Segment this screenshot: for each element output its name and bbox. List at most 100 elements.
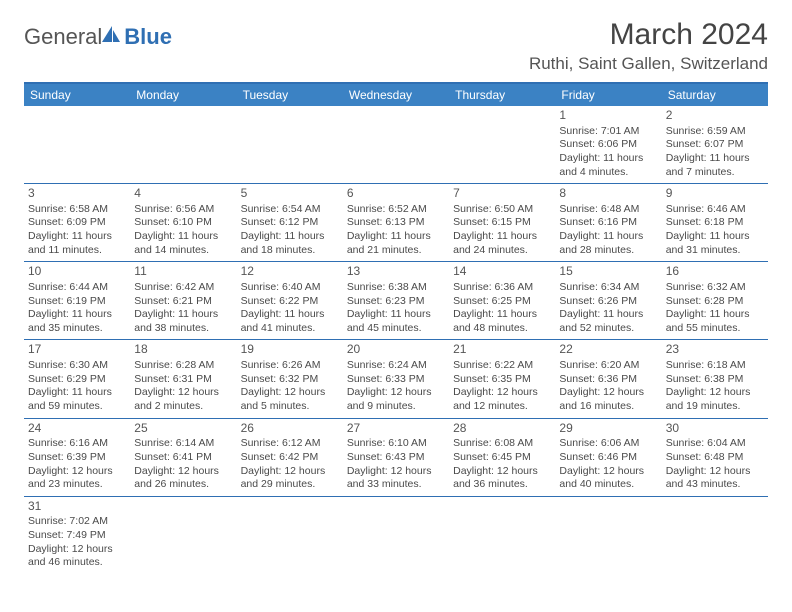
daylight-text: Daylight: 11 hours and 28 minutes.	[559, 230, 657, 257]
day-number: 30	[666, 421, 764, 437]
day-cell: 1Sunrise: 7:01 AMSunset: 6:06 PMDaylight…	[555, 106, 661, 183]
day-cell: 21Sunrise: 6:22 AMSunset: 6:35 PMDayligh…	[449, 340, 555, 417]
day-cell: 3Sunrise: 6:58 AMSunset: 6:09 PMDaylight…	[24, 184, 130, 261]
sunset-text: Sunset: 6:35 PM	[453, 373, 551, 387]
sunset-text: Sunset: 6:41 PM	[134, 451, 232, 465]
sunrise-text: Sunrise: 7:01 AM	[559, 125, 657, 139]
day-cell: 27Sunrise: 6:10 AMSunset: 6:43 PMDayligh…	[343, 419, 449, 496]
sunrise-text: Sunrise: 6:26 AM	[241, 359, 339, 373]
sunset-text: Sunset: 6:09 PM	[28, 216, 126, 230]
sunset-text: Sunset: 7:49 PM	[28, 529, 126, 543]
sunset-text: Sunset: 6:48 PM	[666, 451, 764, 465]
day-cell: 28Sunrise: 6:08 AMSunset: 6:45 PMDayligh…	[449, 419, 555, 496]
day-cell: 24Sunrise: 6:16 AMSunset: 6:39 PMDayligh…	[24, 419, 130, 496]
sunset-text: Sunset: 6:36 PM	[559, 373, 657, 387]
day-cell: 18Sunrise: 6:28 AMSunset: 6:31 PMDayligh…	[130, 340, 236, 417]
day-number: 9	[666, 186, 764, 202]
day-number: 21	[453, 342, 551, 358]
day-number: 1	[559, 108, 657, 124]
sunrise-text: Sunrise: 6:44 AM	[28, 281, 126, 295]
day-cell: 15Sunrise: 6:34 AMSunset: 6:26 PMDayligh…	[555, 262, 661, 339]
daylight-text: Daylight: 11 hours and 52 minutes.	[559, 308, 657, 335]
sunset-text: Sunset: 6:12 PM	[241, 216, 339, 230]
daylight-text: Daylight: 11 hours and 11 minutes.	[28, 230, 126, 257]
sunrise-text: Sunrise: 6:06 AM	[559, 437, 657, 451]
day-number: 11	[134, 264, 232, 280]
daylight-text: Daylight: 11 hours and 35 minutes.	[28, 308, 126, 335]
dow-friday: Friday	[555, 84, 661, 106]
daylight-text: Daylight: 12 hours and 16 minutes.	[559, 386, 657, 413]
dow-sunday: Sunday	[24, 84, 130, 106]
sunrise-text: Sunrise: 6:48 AM	[559, 203, 657, 217]
day-number: 31	[28, 499, 126, 515]
daylight-text: Daylight: 11 hours and 24 minutes.	[453, 230, 551, 257]
dow-wednesday: Wednesday	[343, 84, 449, 106]
daylight-text: Daylight: 12 hours and 36 minutes.	[453, 465, 551, 492]
daylight-text: Daylight: 11 hours and 4 minutes.	[559, 152, 657, 179]
sunset-text: Sunset: 6:29 PM	[28, 373, 126, 387]
day-number: 7	[453, 186, 551, 202]
daylight-text: Daylight: 12 hours and 40 minutes.	[559, 465, 657, 492]
sunset-text: Sunset: 6:19 PM	[28, 295, 126, 309]
day-cell: 20Sunrise: 6:24 AMSunset: 6:33 PMDayligh…	[343, 340, 449, 417]
sunrise-text: Sunrise: 6:40 AM	[241, 281, 339, 295]
sunset-text: Sunset: 6:06 PM	[559, 138, 657, 152]
day-cell: 9Sunrise: 6:46 AMSunset: 6:18 PMDaylight…	[662, 184, 768, 261]
daylight-text: Daylight: 12 hours and 9 minutes.	[347, 386, 445, 413]
sunrise-text: Sunrise: 6:22 AM	[453, 359, 551, 373]
empty-cell	[449, 106, 555, 183]
empty-cell	[555, 497, 661, 574]
day-number: 20	[347, 342, 445, 358]
sunset-text: Sunset: 6:15 PM	[453, 216, 551, 230]
week-row: 31Sunrise: 7:02 AMSunset: 7:49 PMDayligh…	[24, 497, 768, 574]
sunrise-text: Sunrise: 6:08 AM	[453, 437, 551, 451]
sunrise-text: Sunrise: 6:58 AM	[28, 203, 126, 217]
empty-cell	[237, 497, 343, 574]
daylight-text: Daylight: 12 hours and 5 minutes.	[241, 386, 339, 413]
sunrise-text: Sunrise: 6:50 AM	[453, 203, 551, 217]
empty-cell	[24, 106, 130, 183]
day-cell: 11Sunrise: 6:42 AMSunset: 6:21 PMDayligh…	[130, 262, 236, 339]
sunrise-text: Sunrise: 6:42 AM	[134, 281, 232, 295]
daylight-text: Daylight: 12 hours and 46 minutes.	[28, 543, 126, 570]
sunrise-text: Sunrise: 6:54 AM	[241, 203, 339, 217]
daylight-text: Daylight: 12 hours and 29 minutes.	[241, 465, 339, 492]
sunrise-text: Sunrise: 6:38 AM	[347, 281, 445, 295]
day-number: 25	[134, 421, 232, 437]
day-cell: 10Sunrise: 6:44 AMSunset: 6:19 PMDayligh…	[24, 262, 130, 339]
empty-cell	[343, 106, 449, 183]
sunrise-text: Sunrise: 6:52 AM	[347, 203, 445, 217]
day-number: 23	[666, 342, 764, 358]
daylight-text: Daylight: 11 hours and 38 minutes.	[134, 308, 232, 335]
week-row: 3Sunrise: 6:58 AMSunset: 6:09 PMDaylight…	[24, 184, 768, 262]
sunrise-text: Sunrise: 6:56 AM	[134, 203, 232, 217]
sunset-text: Sunset: 6:16 PM	[559, 216, 657, 230]
day-cell: 14Sunrise: 6:36 AMSunset: 6:25 PMDayligh…	[449, 262, 555, 339]
empty-cell	[130, 106, 236, 183]
sunset-text: Sunset: 6:39 PM	[28, 451, 126, 465]
day-cell: 29Sunrise: 6:06 AMSunset: 6:46 PMDayligh…	[555, 419, 661, 496]
daylight-text: Daylight: 11 hours and 7 minutes.	[666, 152, 764, 179]
daylight-text: Daylight: 11 hours and 45 minutes.	[347, 308, 445, 335]
location: Ruthi, Saint Gallen, Switzerland	[529, 54, 768, 74]
daylight-text: Daylight: 12 hours and 2 minutes.	[134, 386, 232, 413]
day-number: 14	[453, 264, 551, 280]
day-cell: 30Sunrise: 6:04 AMSunset: 6:48 PMDayligh…	[662, 419, 768, 496]
sunrise-text: Sunrise: 6:20 AM	[559, 359, 657, 373]
sunset-text: Sunset: 6:25 PM	[453, 295, 551, 309]
day-cell: 2Sunrise: 6:59 AMSunset: 6:07 PMDaylight…	[662, 106, 768, 183]
sunrise-text: Sunrise: 6:14 AM	[134, 437, 232, 451]
day-number: 18	[134, 342, 232, 358]
sunrise-text: Sunrise: 6:10 AM	[347, 437, 445, 451]
sunset-text: Sunset: 6:26 PM	[559, 295, 657, 309]
title-block: March 2024 Ruthi, Saint Gallen, Switzerl…	[529, 18, 768, 74]
sunset-text: Sunset: 6:42 PM	[241, 451, 339, 465]
daylight-text: Daylight: 11 hours and 31 minutes.	[666, 230, 764, 257]
sunrise-text: Sunrise: 6:24 AM	[347, 359, 445, 373]
daylight-text: Daylight: 12 hours and 26 minutes.	[134, 465, 232, 492]
daylight-text: Daylight: 11 hours and 55 minutes.	[666, 308, 764, 335]
sunset-text: Sunset: 6:21 PM	[134, 295, 232, 309]
day-number: 10	[28, 264, 126, 280]
day-number: 12	[241, 264, 339, 280]
sunrise-text: Sunrise: 6:28 AM	[134, 359, 232, 373]
